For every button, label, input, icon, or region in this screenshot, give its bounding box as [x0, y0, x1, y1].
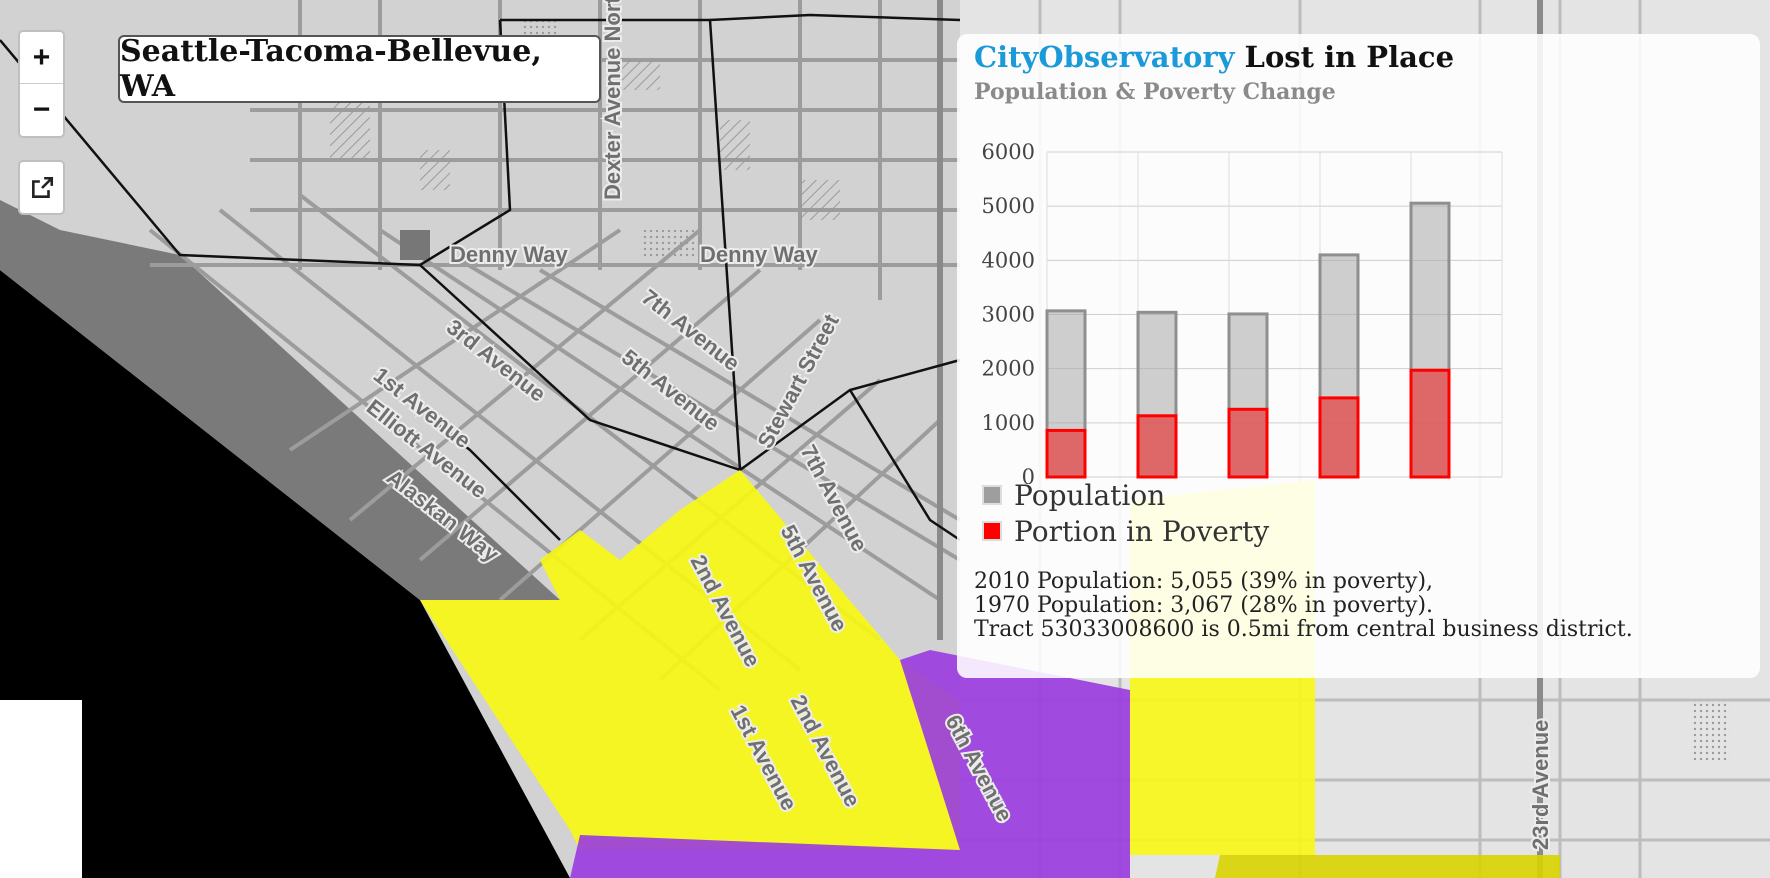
tract-purple-south[interactable] — [570, 650, 1130, 878]
legend-label-poverty: Portion in Poverty — [1014, 514, 1270, 548]
info-line-2010: 2010 Population: 5,055 (39% in poverty), — [974, 569, 1434, 594]
tract-boundaries — [0, 13, 961, 542]
brand-name[interactable]: CityObservatory — [974, 40, 1235, 74]
legend-label-population: Population — [1014, 478, 1166, 512]
street-label: 23rd Avenue — [1528, 720, 1553, 850]
legend-item-population: Population — [982, 477, 1269, 513]
bar-poverty — [1409, 368, 1451, 479]
street-label: Denny Way — [700, 242, 819, 267]
panel-brand: CityObservatory Lost in Place — [974, 40, 1454, 74]
chart-legend: Population Portion in Poverty — [982, 477, 1269, 549]
y-tick-label: 1000 — [982, 411, 1035, 435]
panel-subtitle: Population & Poverty Change — [974, 79, 1336, 105]
legend-swatch-population — [982, 485, 1002, 505]
water-body — [0, 270, 570, 878]
zoom-out-button[interactable]: − — [20, 83, 63, 135]
street-label: Dexter Avenue North — [600, 0, 625, 200]
external-link-button[interactable] — [18, 160, 65, 215]
info-panel: CityObservatory Lost in Place Population… — [957, 34, 1760, 678]
tract-yellow-downtown[interactable] — [420, 470, 960, 850]
zoom-control: + − — [18, 30, 65, 138]
zoom-in-button[interactable]: + — [32, 40, 51, 74]
inset-blank — [0, 700, 82, 878]
brand-tagline: Lost in Place — [1234, 40, 1455, 74]
y-tick-label: 6000 — [982, 140, 1035, 164]
bar-poverty — [1136, 414, 1178, 479]
y-tick-label: 3000 — [982, 303, 1035, 327]
metro-title-box: Seattle-Tacoma-Bellevue, WA — [118, 34, 601, 104]
external-link-icon — [31, 176, 53, 198]
tract-info: 2010 Population: 5,055 (39% in poverty),… — [974, 570, 1633, 642]
metro-title: Seattle-Tacoma-Bellevue, WA — [120, 34, 542, 104]
info-line-1970: 1970 Population: 3,067 (28% in poverty). — [974, 593, 1434, 618]
bar-poverty — [1318, 396, 1360, 479]
bar-poverty — [1045, 428, 1087, 479]
legend-swatch-poverty — [982, 521, 1002, 541]
street-label: Denny Way — [450, 242, 569, 267]
y-tick-label: 4000 — [982, 248, 1035, 272]
tract-yellow-southeast[interactable] — [1215, 855, 1560, 878]
bar-poverty — [1227, 407, 1269, 479]
y-tick-label: 0 — [1022, 465, 1035, 484]
population-poverty-chart: 0100020003000400050006000197019801990200… — [982, 140, 1503, 484]
info-line-distance: Tract 53033008600 is 0.5mi from central … — [974, 617, 1633, 642]
y-tick-label: 5000 — [982, 194, 1035, 218]
legend-item-poverty: Portion in Poverty — [982, 513, 1269, 549]
y-tick-label: 2000 — [982, 357, 1035, 381]
shoreline — [0, 200, 560, 600]
